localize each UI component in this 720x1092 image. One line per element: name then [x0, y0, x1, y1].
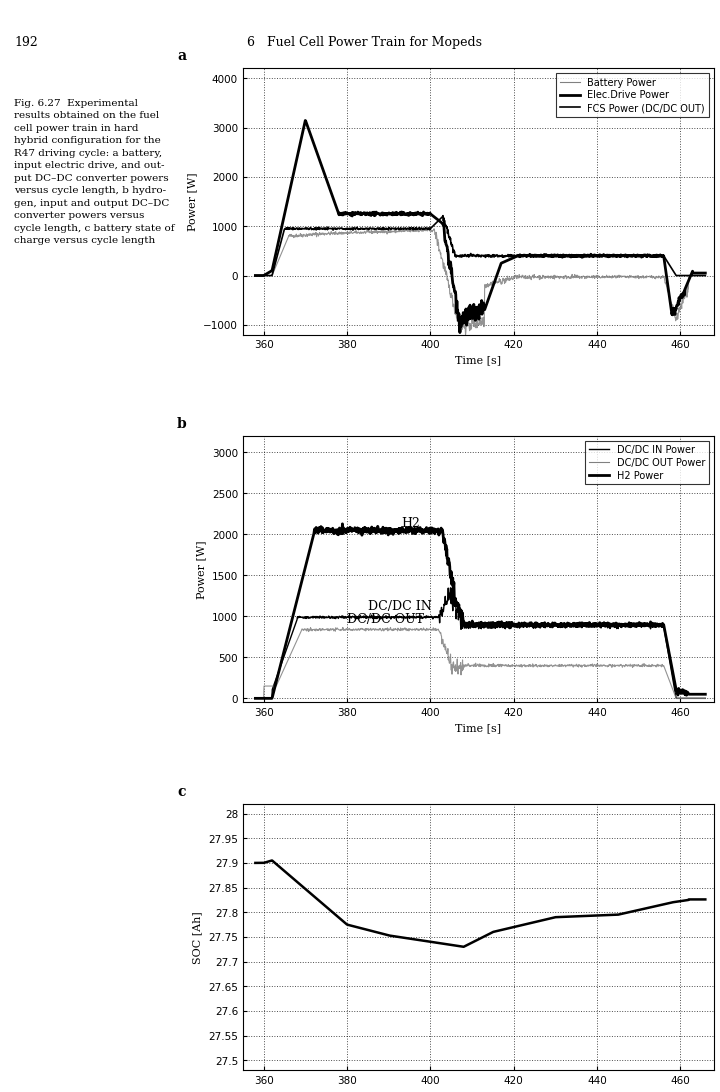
Legend: Battery Power, Elec.Drive Power, FCS Power (DC/DC OUT): Battery Power, Elec.Drive Power, FCS Pow…	[556, 73, 708, 117]
Text: DC/DC IN: DC/DC IN	[367, 600, 431, 613]
Legend: DC/DC IN Power, DC/DC OUT Power, H2 Power: DC/DC IN Power, DC/DC OUT Power, H2 Powe…	[585, 441, 708, 485]
Text: a: a	[177, 49, 186, 63]
Text: DC/DC OUT: DC/DC OUT	[346, 613, 423, 626]
Text: H2: H2	[401, 517, 420, 530]
Text: 6   Fuel Cell Power Train for Mopeds: 6 Fuel Cell Power Train for Mopeds	[246, 36, 481, 49]
X-axis label: Time [s]: Time [s]	[454, 356, 500, 366]
Text: 192: 192	[14, 36, 38, 49]
Y-axis label: Power [W]: Power [W]	[196, 541, 206, 598]
X-axis label: Time [s]: Time [s]	[454, 723, 500, 733]
X-axis label: Time [s]: Time [s]	[454, 1091, 500, 1092]
Y-axis label: Power [W]: Power [W]	[187, 173, 197, 232]
Text: c: c	[177, 784, 185, 798]
Text: b: b	[177, 417, 186, 431]
Y-axis label: SOC [Ah]: SOC [Ah]	[192, 911, 202, 963]
Text: Fig. 6.27  Experimental
results obtained on the fuel
cell power train in hard
hy: Fig. 6.27 Experimental results obtained …	[14, 98, 175, 246]
